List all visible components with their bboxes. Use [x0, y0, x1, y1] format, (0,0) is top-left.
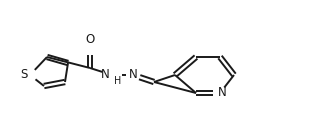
Text: N: N [101, 68, 110, 82]
Text: O: O [85, 33, 95, 46]
Text: H: H [114, 76, 121, 86]
Text: S: S [21, 68, 28, 82]
Text: N: N [218, 86, 226, 99]
Text: N: N [128, 68, 137, 82]
